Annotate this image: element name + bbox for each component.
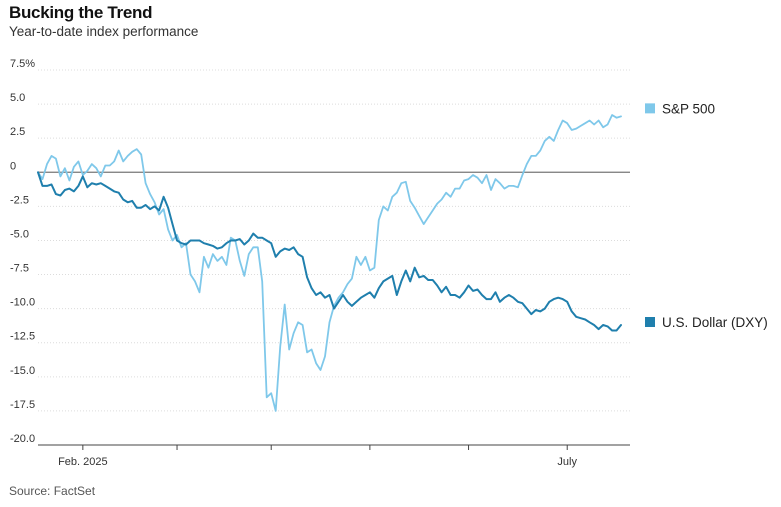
y-tick-label: -20.0 <box>10 433 35 445</box>
legend-label: U.S. Dollar (DXY) <box>662 315 768 330</box>
y-tick-label: -2.5 <box>10 194 29 206</box>
legend-swatch <box>645 317 655 327</box>
y-tick-label: -12.5 <box>10 331 35 343</box>
y-tick-label: -10.0 <box>10 297 35 309</box>
y-tick-label: 0 <box>10 160 16 172</box>
y-tick-label: 5.0 <box>10 92 25 104</box>
y-tick-label: 7.5% <box>10 58 35 70</box>
y-tick-label: -15.0 <box>10 365 35 377</box>
legend-swatch <box>645 103 655 114</box>
y-tick-label: 2.5 <box>10 126 25 138</box>
x-tick-label: Feb. 2025 <box>58 456 108 468</box>
series-line-sp500 <box>37 114 622 412</box>
y-tick-label: -17.5 <box>10 399 35 411</box>
x-tick-label: July <box>557 456 577 468</box>
y-tick-label: -5.0 <box>10 228 29 240</box>
source-note: Source: FactSet <box>9 484 96 498</box>
chart-title: Bucking the Trend <box>9 3 153 22</box>
series-line-dxy <box>37 171 622 332</box>
legend-label: S&P 500 <box>662 101 715 116</box>
chart-subtitle: Year-to-date index performance <box>9 24 199 39</box>
y-tick-label: -7.5 <box>10 263 29 275</box>
